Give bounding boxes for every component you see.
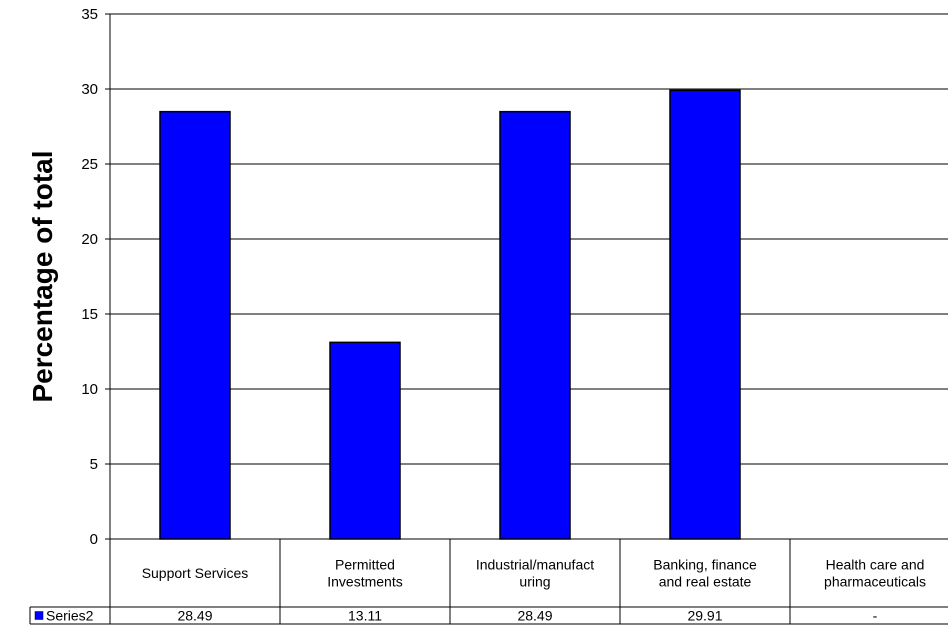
data-table-value: 29.91	[687, 608, 722, 624]
data-table-value: 28.49	[177, 608, 212, 624]
bar	[669, 89, 741, 540]
y-tick-label: 10	[81, 381, 98, 398]
category-label: Support Services	[142, 565, 249, 581]
data-table-value: -	[873, 608, 878, 624]
y-axis-title: Percentage of total	[27, 150, 58, 402]
category-label: Industrial/manufact uring	[476, 557, 594, 590]
bar	[499, 110, 571, 540]
y-tick-label: 15	[81, 306, 98, 323]
y-tick-label: 5	[90, 456, 98, 473]
y-tick-label: 0	[90, 531, 98, 548]
data-table-value: 13.11	[348, 608, 382, 624]
legend-label: Series2	[46, 608, 94, 624]
y-tick-label: 25	[81, 156, 98, 173]
data-table-value: 28.49	[517, 608, 552, 624]
legend-swatch	[34, 611, 44, 620]
y-tick-label: 35	[81, 6, 98, 23]
y-tick-label: 20	[81, 231, 98, 248]
category-label: Health care and pharmaceuticals	[824, 557, 926, 590]
y-tick-label: 30	[81, 81, 98, 98]
category-label: Permitted Investments	[327, 557, 402, 590]
bar	[159, 110, 231, 540]
bar	[329, 341, 401, 540]
category-label: Banking, finance and real estate	[653, 557, 757, 590]
